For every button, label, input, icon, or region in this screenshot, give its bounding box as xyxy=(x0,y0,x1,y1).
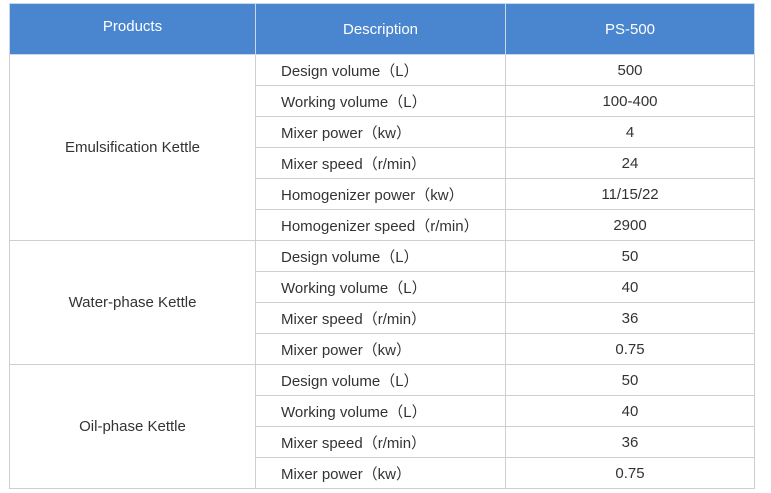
row-value: 24 xyxy=(505,147,755,179)
row-value: 36 xyxy=(505,302,755,334)
row-value: 0.75 xyxy=(505,333,755,365)
product-name: Water-phase Kettle xyxy=(9,240,256,365)
row-value: 500 xyxy=(505,54,755,86)
row-description: Homogenizer power（kw） xyxy=(255,178,506,210)
table-row: Mixer power（kw） 4 xyxy=(10,116,755,148)
row-description: Mixer speed（r/min） xyxy=(255,147,506,179)
row-description: Mixer speed（r/min） xyxy=(255,426,506,458)
table-row: Mixer speed（r/min） 36 xyxy=(10,302,755,334)
table-row: Emulsification Kettle Design volume（L） 5… xyxy=(9,54,755,241)
row-value: 50 xyxy=(505,364,755,396)
header-row: Products Description PS-500 xyxy=(9,3,755,55)
row-value: 40 xyxy=(505,271,755,303)
table-row: Homogenizer power（kw） 11/15/22 xyxy=(10,178,755,210)
row-value: 0.75 xyxy=(505,457,755,489)
table-row: Water-phase Kettle Design volume（L） 50 xyxy=(9,240,755,365)
table-row: Mixer speed（r/min） 36 xyxy=(10,426,755,458)
product-name: Emulsification Kettle xyxy=(9,54,256,241)
row-value: 36 xyxy=(505,426,755,458)
row-description: Design volume（L） xyxy=(255,364,506,396)
header-model: PS-500 xyxy=(505,3,755,55)
row-value: 50 xyxy=(505,240,755,272)
header-products: Products xyxy=(9,3,256,55)
table-row: Oil-phase Kettle Design volume（L） 50 xyxy=(9,364,755,489)
row-value: 2900 xyxy=(505,209,755,241)
row-description: Working volume（L） xyxy=(255,271,506,303)
row-description: Working volume（L） xyxy=(255,395,506,427)
row-description: Design volume（L） xyxy=(255,240,506,272)
row-description: Working volume（L） xyxy=(255,85,506,117)
table-row: Mixer power（kw） 0.75 xyxy=(10,457,755,489)
table-row: Mixer speed（r/min） 24 xyxy=(10,147,755,179)
spec-table: Products Description PS-500 Emulsificati… xyxy=(9,3,755,489)
table-row: Working volume（L） 40 xyxy=(10,271,755,303)
table-row: Homogenizer speed（r/min） 2900 xyxy=(10,209,755,241)
row-value: 100-400 xyxy=(505,85,755,117)
row-description: Mixer power（kw） xyxy=(255,116,506,148)
header-description: Description xyxy=(255,3,506,55)
row-value: 4 xyxy=(505,116,755,148)
table-row: Working volume（L） 100-400 xyxy=(10,85,755,117)
row-description: Mixer speed（r/min） xyxy=(255,302,506,334)
table-row: Working volume（L） 40 xyxy=(10,395,755,427)
row-description: Mixer power（kw） xyxy=(255,333,506,365)
row-description: Design volume（L） xyxy=(255,54,506,86)
row-value: 11/15/22 xyxy=(505,178,755,210)
row-value: 40 xyxy=(505,395,755,427)
row-description: Mixer power（kw） xyxy=(255,457,506,489)
row-description: Homogenizer speed（r/min） xyxy=(255,209,506,241)
product-name: Oil-phase Kettle xyxy=(9,364,256,489)
